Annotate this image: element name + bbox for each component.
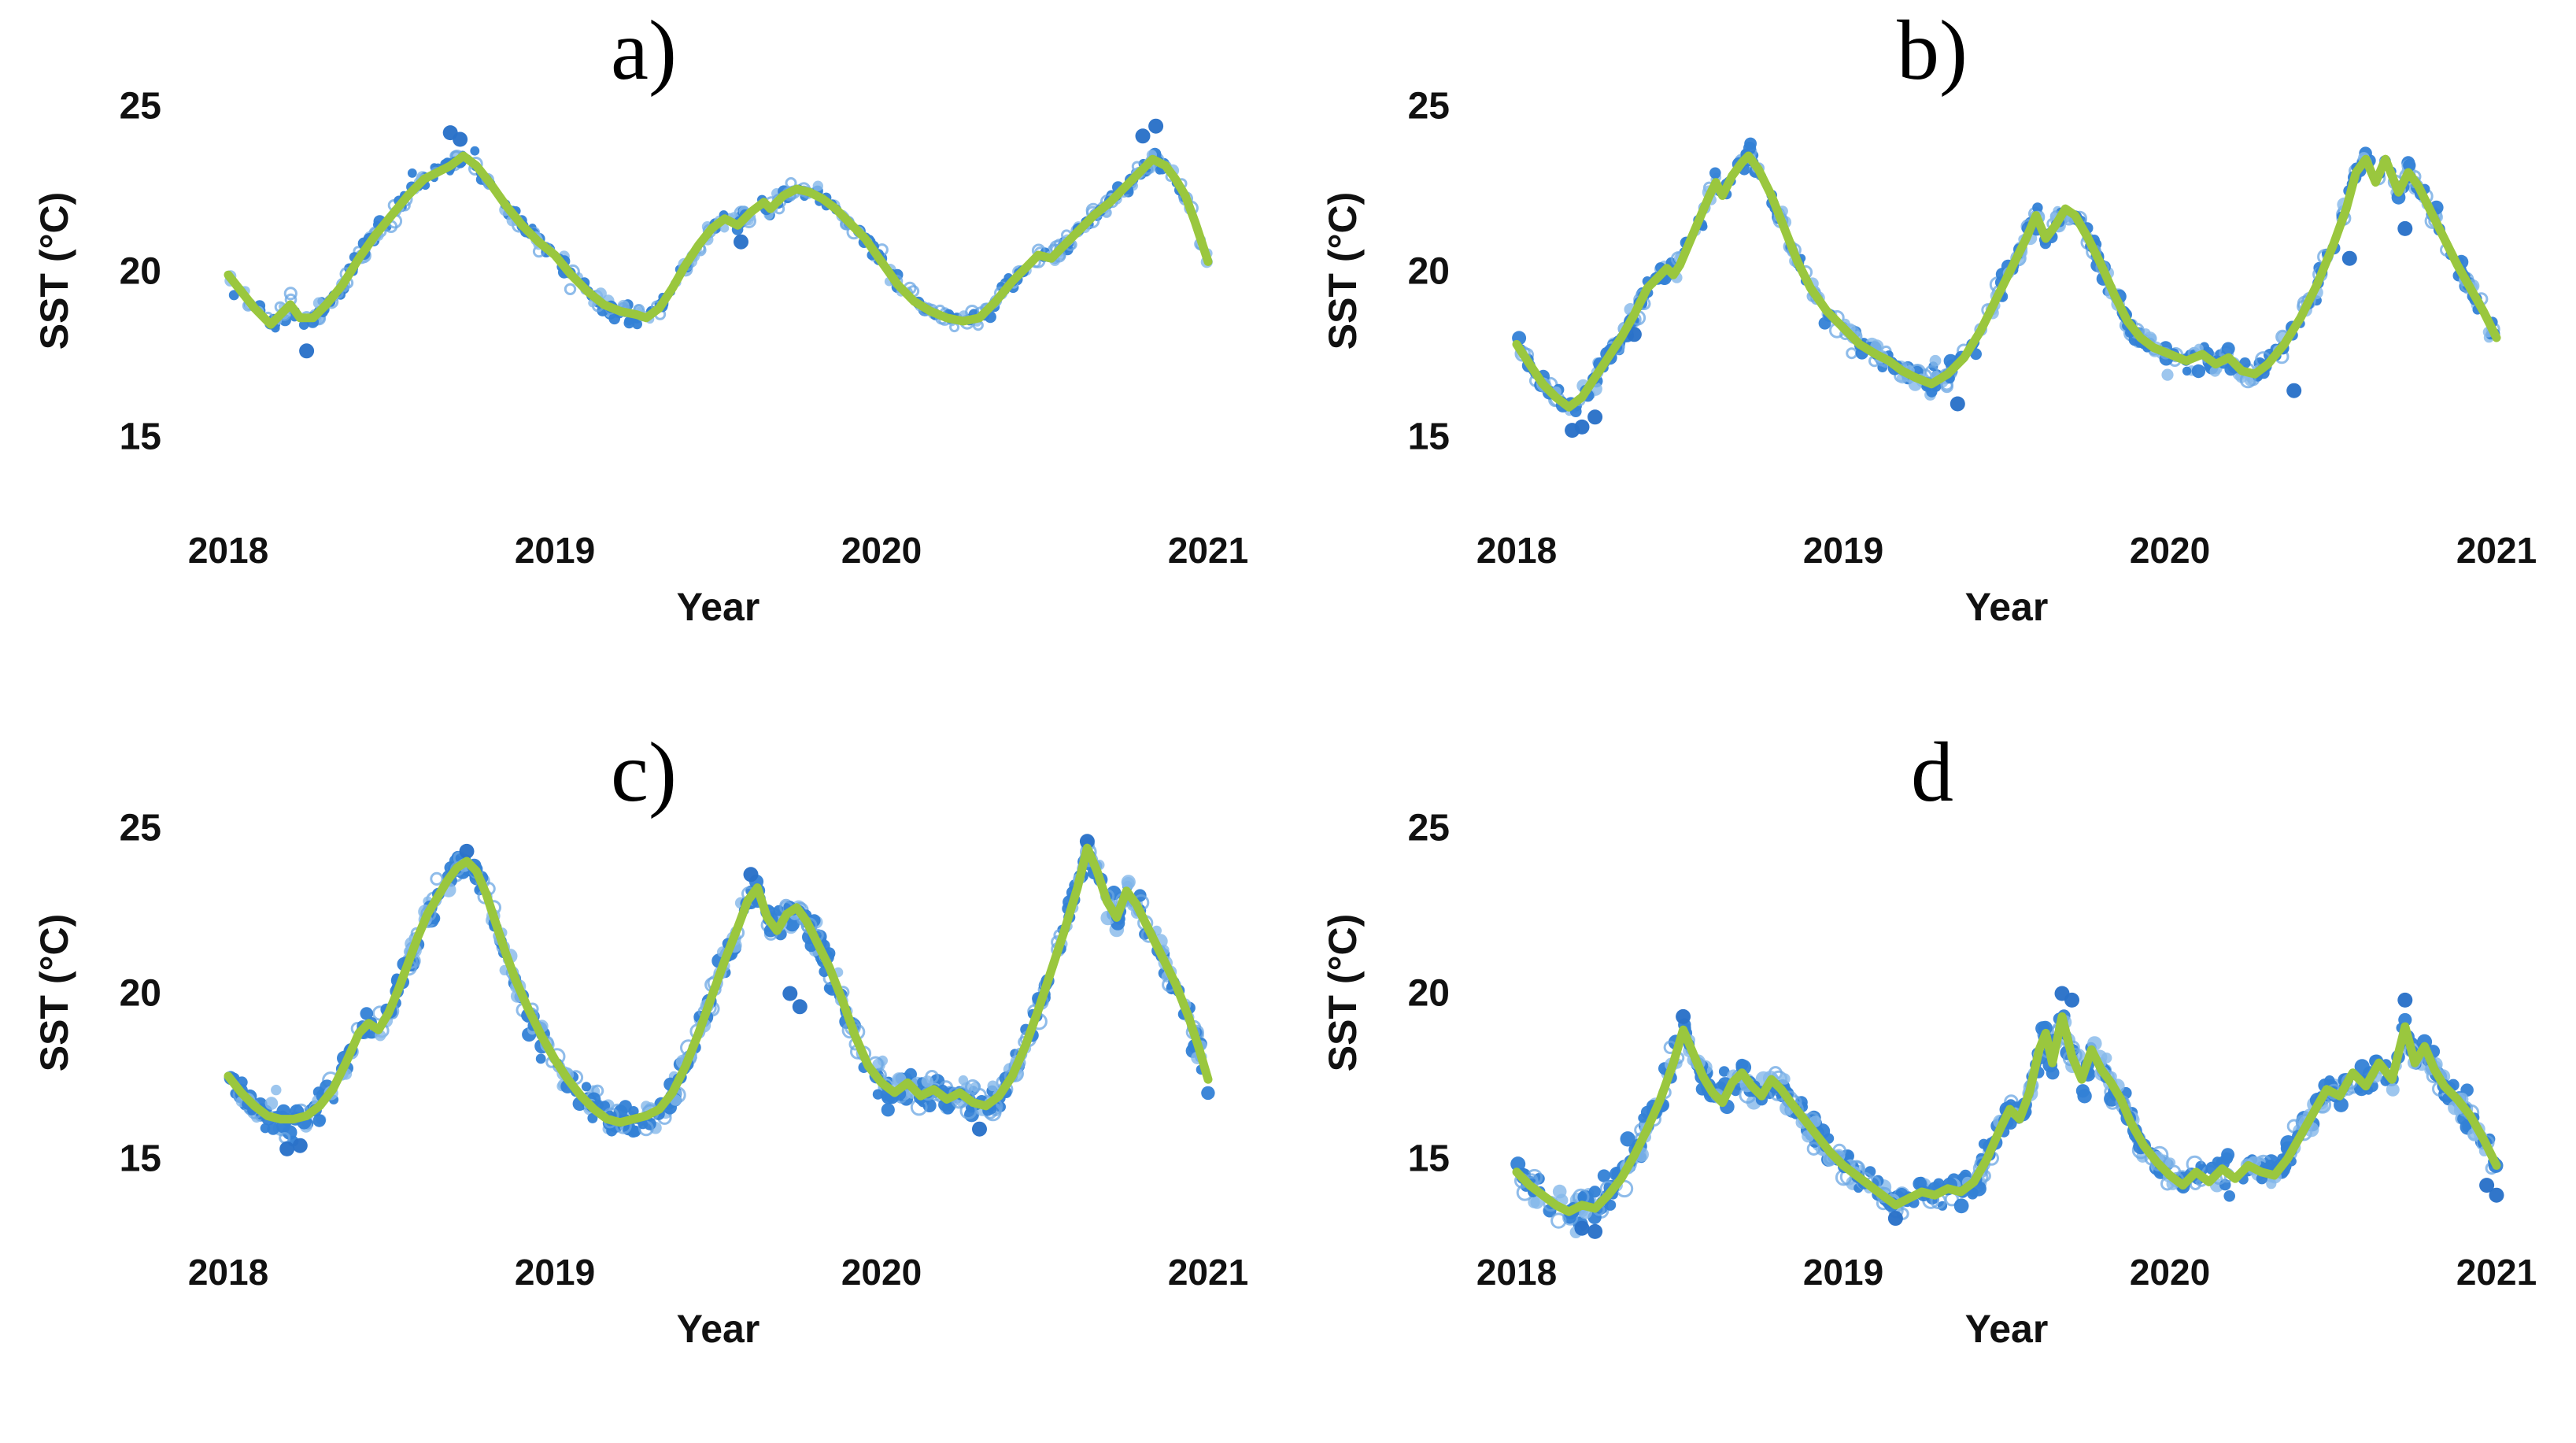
- y-tick-25: 25: [1407, 85, 1450, 128]
- y-tick-20: 20: [119, 972, 161, 1015]
- y-tick-15: 15: [1407, 416, 1450, 458]
- panel-a: a) SST (°C) 25 20 15 2018 2019 2020 2021…: [0, 0, 1288, 721]
- sst-chart-c: [224, 834, 1215, 1156]
- x-tick-2021: 2021: [1167, 1252, 1249, 1293]
- x-tick-2020: 2020: [2129, 1252, 2211, 1293]
- y-tick-15: 15: [1407, 1138, 1450, 1180]
- x-axis-label: Year: [1964, 1307, 2049, 1351]
- panel-a-label: a): [611, 4, 677, 98]
- x-axis-label: Year: [1964, 585, 2049, 629]
- y-tick-15: 15: [119, 1138, 161, 1180]
- panel-d: d SST (°C) 25 20 15 2018 2019 2020 2021 …: [1288, 722, 2576, 1443]
- x-tick-2021: 2021: [2456, 530, 2537, 571]
- panel-b-label: b): [1897, 4, 1968, 98]
- sst-chart-b: [1512, 137, 2501, 438]
- x-tick-2018: 2018: [187, 530, 269, 571]
- x-tick-2018: 2018: [1476, 530, 1558, 571]
- panel-d-label: d: [1911, 726, 1953, 820]
- y-tick-15: 15: [119, 416, 161, 458]
- panel-c: c) SST (°C) 25 20 15 2018 2019 2020 2021…: [0, 722, 1288, 1443]
- x-tick-2018: 2018: [1476, 1252, 1558, 1293]
- y-tick-20: 20: [1407, 972, 1450, 1015]
- sst-chart-a: [224, 118, 1213, 359]
- x-tick-2021: 2021: [1167, 530, 1249, 571]
- x-tick-2018: 2018: [187, 1252, 269, 1293]
- y-tick-25: 25: [119, 807, 161, 849]
- x-axis-label: Year: [676, 585, 760, 629]
- y-tick-25: 25: [1407, 807, 1450, 849]
- panel-c-label: c): [611, 726, 677, 820]
- x-tick-2020: 2020: [841, 530, 922, 571]
- x-tick-2019: 2019: [514, 1252, 596, 1293]
- y-tick-25: 25: [119, 85, 161, 128]
- x-tick-2021: 2021: [2456, 1252, 2537, 1293]
- x-tick-2019: 2019: [1802, 1252, 1884, 1293]
- y-tick-20: 20: [1407, 250, 1450, 293]
- y-tick-20: 20: [119, 250, 161, 293]
- panel-b: b) SST (°C) 25 20 15 2018 2019 2020 2021…: [1288, 0, 2576, 721]
- x-tick-2020: 2020: [841, 1252, 922, 1293]
- x-tick-2019: 2019: [1802, 530, 1884, 571]
- sst-chart-d: [1510, 986, 2504, 1239]
- x-axis-label: Year: [676, 1307, 760, 1351]
- x-tick-2020: 2020: [2129, 530, 2211, 571]
- x-tick-2019: 2019: [514, 530, 596, 571]
